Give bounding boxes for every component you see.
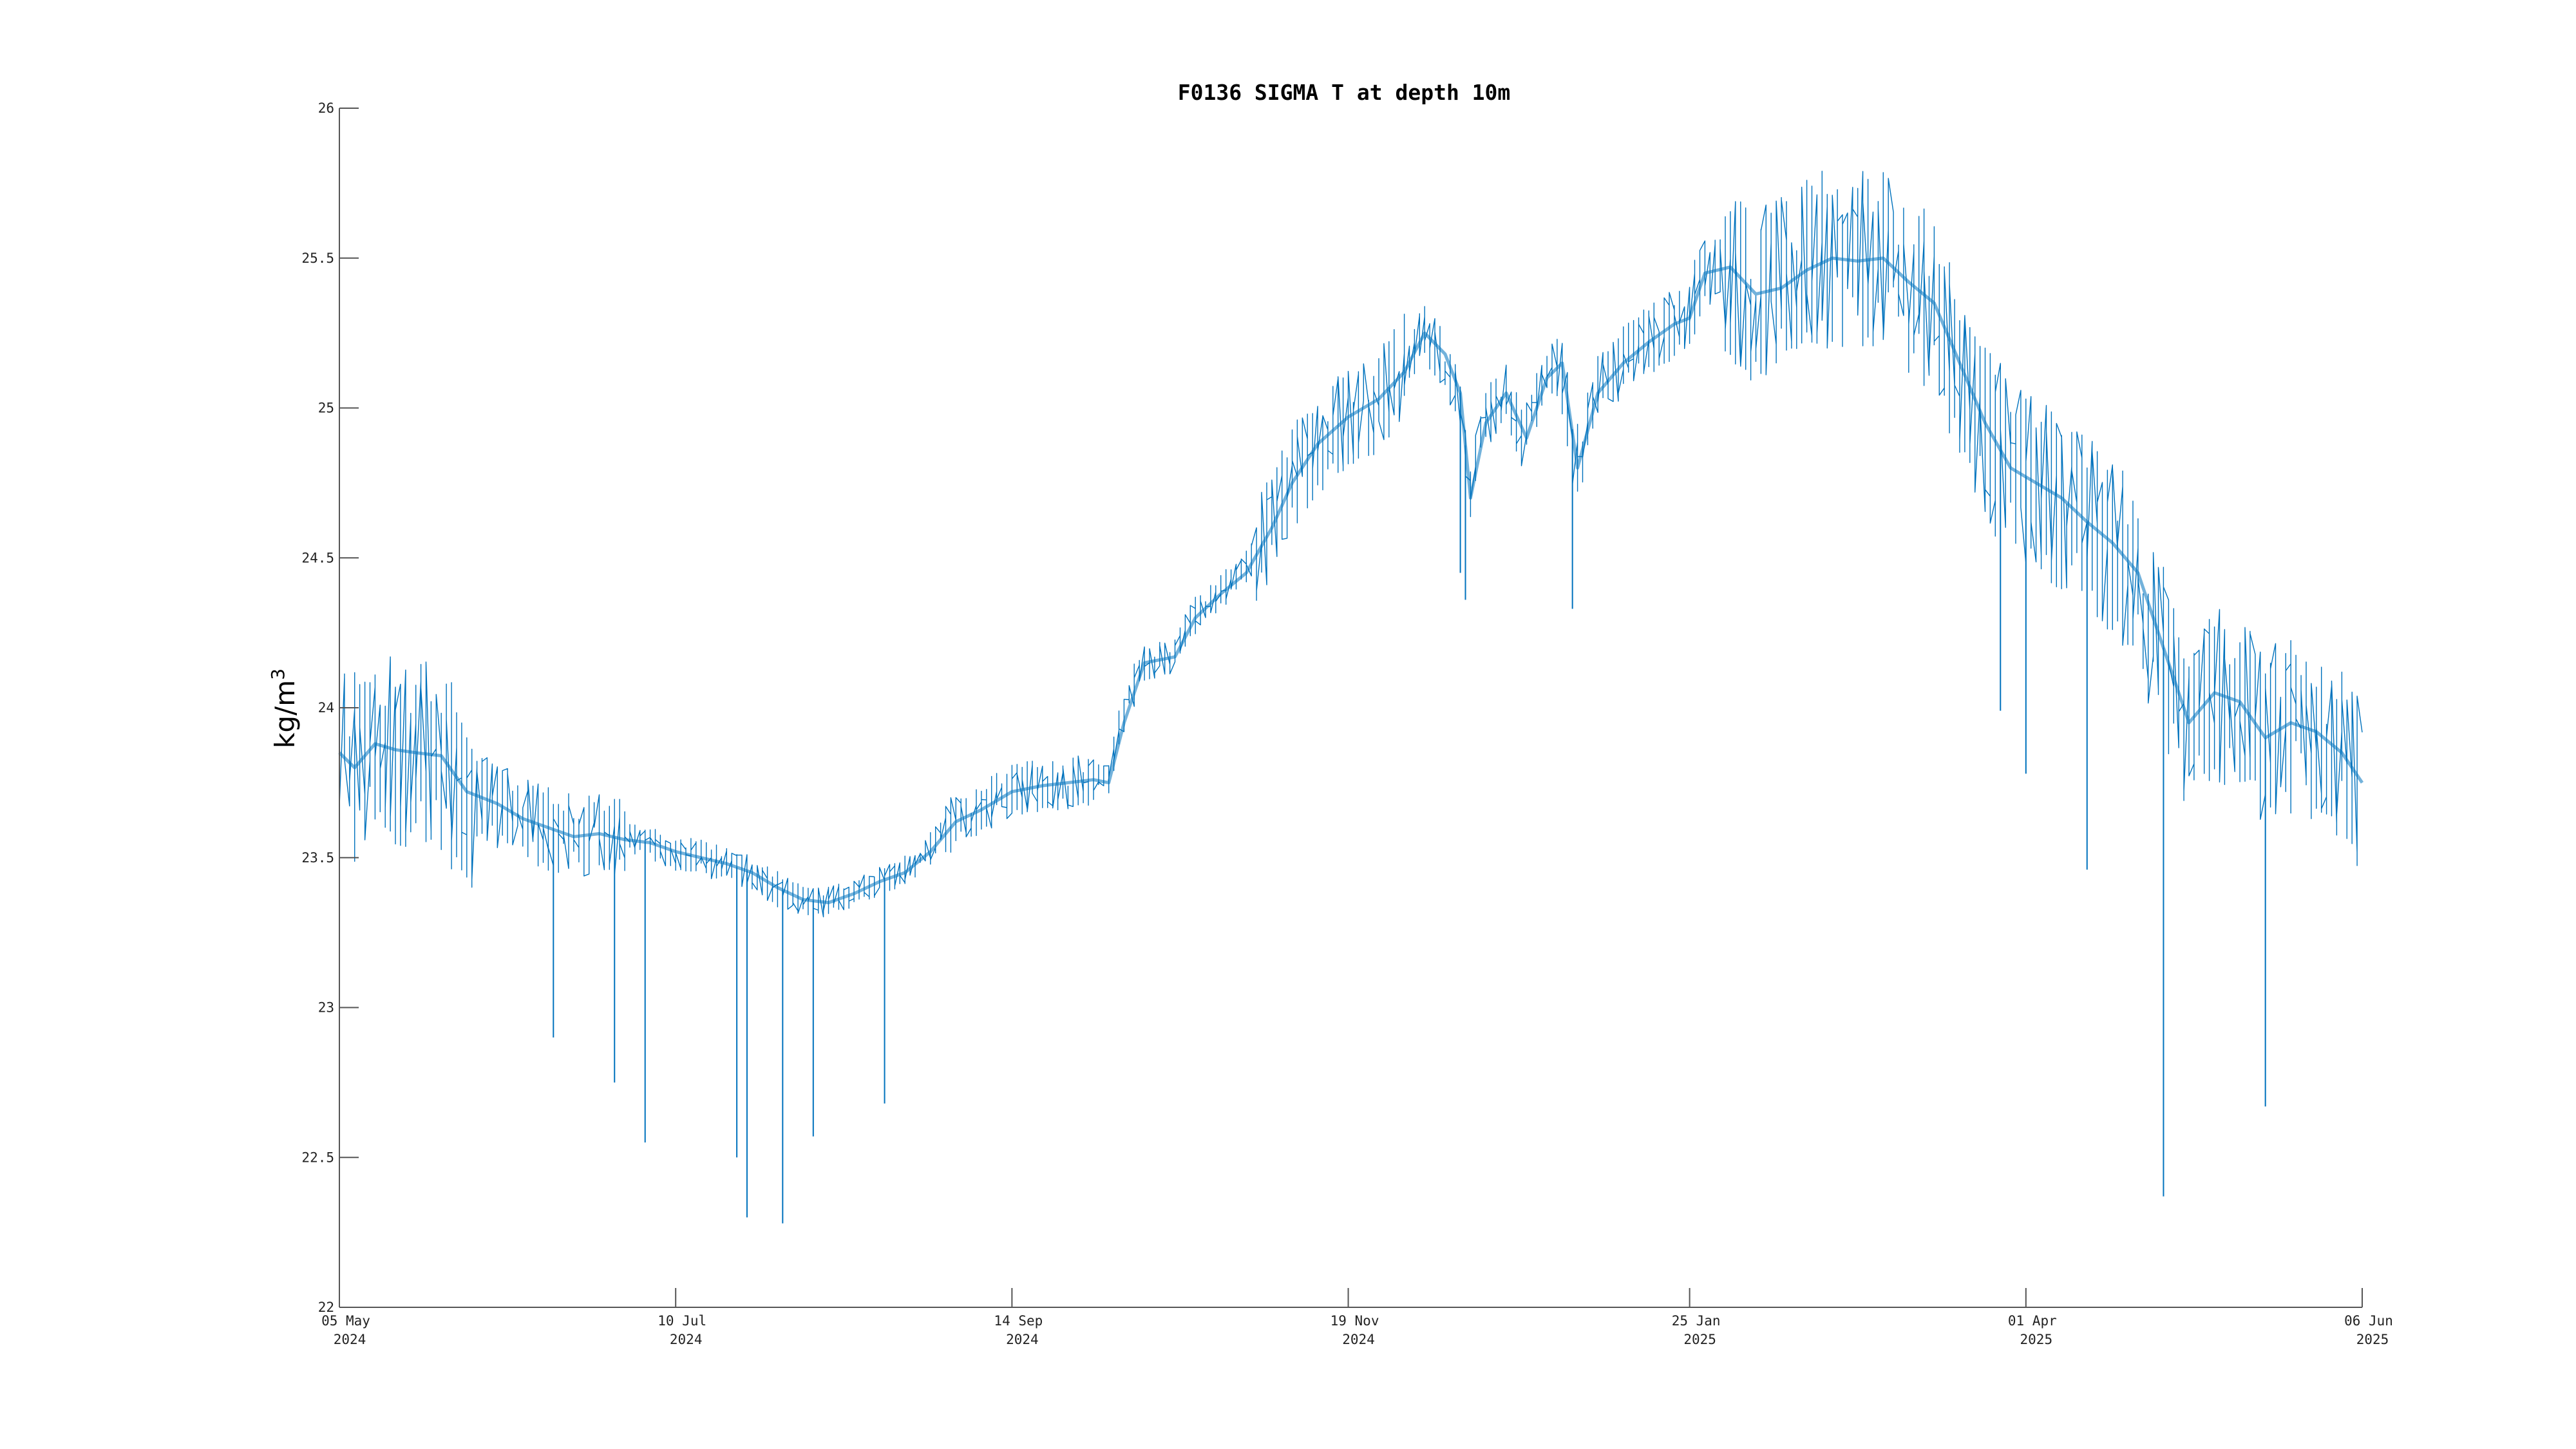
data-layer xyxy=(338,171,2364,1224)
x-tick-label: 06 Jun xyxy=(2344,1313,2393,1329)
x-tick-label: 14 Sep xyxy=(994,1313,1043,1329)
chart-title: F0136 SIGMA T at depth 10m xyxy=(1178,80,1511,105)
y-tick-label: 22 xyxy=(318,1300,334,1315)
y-tick-label: 24 xyxy=(318,700,334,715)
y-tick-label: 23 xyxy=(318,1000,334,1016)
y-tick-label: 26 xyxy=(318,100,334,116)
x-tick-label: 10 Jul xyxy=(658,1313,706,1329)
x-tick-year: 2024 xyxy=(670,1332,703,1347)
x-tick-year: 2025 xyxy=(1683,1332,1716,1347)
x-tick-year: 2024 xyxy=(1342,1332,1375,1347)
x-tick-year: 2024 xyxy=(334,1332,366,1347)
y-axis-label: kg/m3 xyxy=(267,668,301,748)
x-tick-label: 25 Jan xyxy=(1672,1313,1721,1329)
y-axis-ticks: 22 22.5 23 23.5 24 24.5 25 25.5 26 xyxy=(301,100,359,1315)
x-tick-year: 2025 xyxy=(2020,1332,2053,1347)
y-tick-label: 25.5 xyxy=(301,251,334,266)
y-tick-label: 23.5 xyxy=(301,850,334,866)
x-tick-year: 2025 xyxy=(2356,1332,2389,1347)
sigma-t-series-core xyxy=(338,256,2364,905)
sigma-t-series-line xyxy=(339,171,2363,918)
x-axis-ticks: 05 May 2024 10 Jul 2024 14 Sep 2024 19 Nov 2024… xyxy=(321,1288,2393,1347)
y-tick-label: 24.5 xyxy=(301,550,334,565)
x-tick-label: 05 May xyxy=(321,1313,370,1329)
x-tick-year: 2024 xyxy=(1006,1332,1039,1347)
x-tick-label: 01 Apr xyxy=(2008,1313,2057,1329)
y-tick-label: 22.5 xyxy=(301,1150,334,1165)
x-tick-label: 19 Nov xyxy=(1331,1313,1379,1329)
y-tick-label: 25 xyxy=(318,401,334,416)
